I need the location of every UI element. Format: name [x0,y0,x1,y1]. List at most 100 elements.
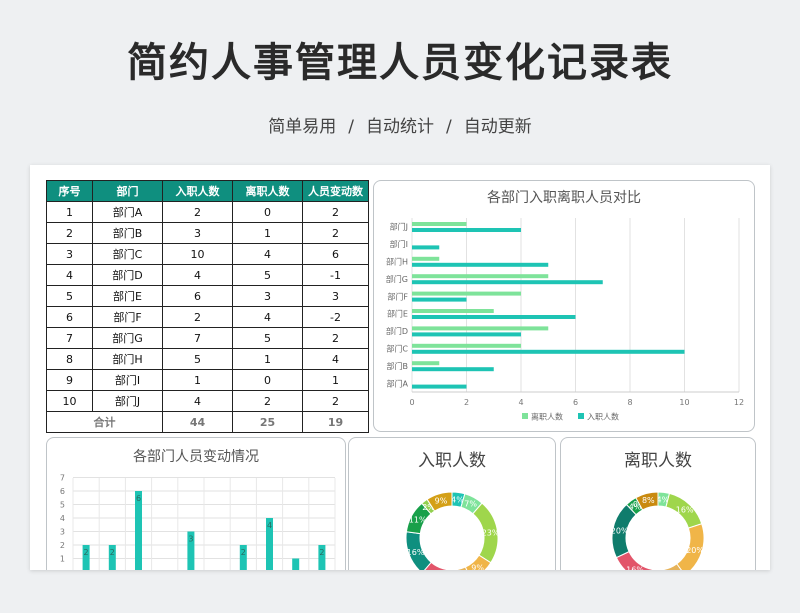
cell-leave: 0 [232,201,303,223]
category-label: 部门B [387,361,409,371]
slice-label: 9% [435,497,448,506]
table-row: 5 部门E 6 3 3 [46,285,369,307]
data-label: 6 [136,494,141,503]
hire-donut-chart: 入职人数 4% 7% 23% 9% 5% 14% 16% 11% 2% 9% [348,437,556,570]
table-row: 10 部门J 4 2 2 [46,390,369,412]
x-tick-label: 4 [518,398,523,407]
cell-change: 2 [302,390,369,412]
cell-hire: 2 [162,201,233,223]
y-tick-label: 5 [60,501,65,510]
cell-leave: 4 [232,306,303,328]
x-tick-label: 0 [409,398,414,407]
bar-leave [412,222,467,226]
change-bar [292,558,300,570]
change-chart-svg: 1 2 3 4 5 6 7 2 2 6 3 2 4 2 [60,474,336,570]
table-row: 7 部门G 7 5 2 [46,327,369,349]
cell-index: 9 [46,369,93,391]
subtitle-part: 简单易用 [268,117,337,137]
category-label: 部门H [386,257,408,267]
page-subtitle: 简单易用 / 自动统计 / 自动更新 [0,112,800,137]
spreadsheet-area: 序号 部门 入职人数 离职人数 人员变动数 1 部门A 2 0 2 2 部门B 3 1 2 3 部门C… [30,165,770,570]
change-bar [82,545,90,570]
cell-hire: 3 [162,222,233,244]
cell-dept: 部门G [92,327,163,349]
leave-donut-svg: 4%16%20%12%16%20%4%0%8% [611,491,705,570]
cell-dept: 部门I [92,369,163,391]
cell-index: 5 [46,285,93,307]
legend-swatch [578,413,584,419]
cell-hire: 4 [162,264,233,286]
x-tick-label: 8 [627,398,632,407]
slice-label: 20% [611,527,629,536]
cell-index: 7 [46,327,93,349]
total-label: 合计 [46,411,163,433]
legend-label: 离职人数 [531,412,563,422]
table-row: 2 部门B 3 1 2 [46,222,369,244]
slice-label: 2% [422,503,435,512]
subtitle-part: 自动更新 [463,117,532,137]
cell-hire: 6 [162,285,233,307]
donut-slice [653,563,682,570]
change-bar [239,545,247,570]
y-tick-label: 3 [60,528,65,537]
data-label: 3 [188,535,193,544]
cell-index: 4 [46,264,93,286]
total-hire: 44 [162,411,233,433]
category-label: 部门C [386,344,408,354]
x-tick-label: 2 [464,398,469,407]
cell-leave: 5 [232,327,303,349]
y-tick-label: 4 [60,514,65,523]
table-row: 6 部门F 2 4 -2 [46,306,369,328]
cell-index: 10 [46,390,93,412]
data-label: 2 [319,548,324,557]
slice-label: 9% [471,563,484,570]
category-label: 部门J [390,222,408,232]
cell-change: 6 [302,243,369,265]
cell-change: 2 [302,327,369,349]
change-bar [266,518,273,570]
cell-dept: 部门B [92,222,163,244]
header-hire: 入职人数 [162,180,233,202]
slice-label: 4% [657,495,670,504]
cell-dept: 部门D [92,264,163,286]
bar-hire [412,280,603,285]
bar-hire [412,297,467,302]
cell-leave: 1 [232,348,303,370]
header-dept: 部门 [92,180,163,202]
slice-label: 7% [464,500,477,509]
cell-change: -1 [302,264,369,286]
data-label: 2 [110,548,115,557]
table-row: 3 部门C 10 4 6 [46,243,369,265]
x-tick-label: 12 [734,398,744,407]
subtitle-part: 自动统计 [366,117,434,137]
cell-dept: 部门C [92,243,163,265]
y-tick-label: 7 [60,474,65,483]
x-tick-label: 6 [573,398,578,407]
hire-donut-title: 入职人数 [418,451,486,471]
legend-swatch [522,413,528,419]
cell-change: -2 [302,306,369,328]
total-change: 19 [302,411,369,433]
bar-leave [412,256,440,261]
cell-dept: 部门A [92,201,163,223]
bar-hire [412,332,521,337]
table-row: 9 部门I 1 0 1 [46,369,369,391]
data-label: 2 [84,548,89,557]
cell-dept: 部门E [92,285,163,307]
header-leave: 离职人数 [232,180,303,202]
header-change: 人员变动数 [302,180,369,202]
table-header-row: 序号 部门 入职人数 离职人数 人员变动数 [46,180,369,202]
cell-hire: 7 [162,327,233,349]
staff-change-chart: 各部门人员变动情况 1 2 3 4 5 6 7 2 2 6 3 2 4 2 [46,437,346,570]
cell-index: 1 [46,201,93,223]
staff-change-table: 序号 部门 入职人数 离职人数 人员变动数 1 部门A 2 0 2 2 部门B 3 1 2 3 部门C… [46,180,369,433]
subtitle-separator: / [348,117,354,137]
cell-dept: 部门F [92,306,163,328]
cell-hire: 10 [162,243,233,265]
donut-slice [426,491,453,512]
cell-leave: 3 [232,285,303,307]
cell-index: 3 [46,243,93,265]
cell-change: 3 [302,285,369,307]
compare-chart-svg: 0 2 4 6 8 10 12 部门A 部门B 部门C 部门D 部门E 部门F 部门G 部门H 部门I 部门J 离… [386,218,744,422]
cell-leave: 1 [232,222,303,244]
